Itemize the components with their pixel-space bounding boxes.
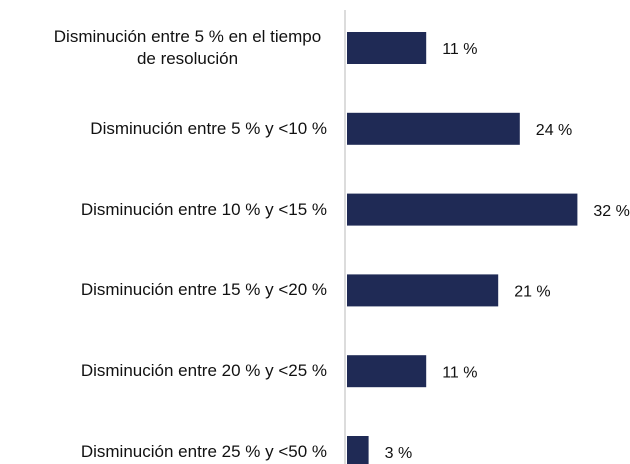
category-label: Disminución entre 10 % y <15 % xyxy=(80,199,327,219)
category-label: Disminución entre 25 % y <50 % xyxy=(80,442,327,461)
bar xyxy=(347,355,427,388)
value-label: 24 % xyxy=(536,122,572,139)
value-label: 3 % xyxy=(385,445,413,462)
value-label: 21 % xyxy=(514,284,550,301)
category-label: Disminución entre 20 % y <25 % xyxy=(80,361,327,381)
bar xyxy=(347,32,427,64)
bar xyxy=(347,193,578,226)
value-label: 32 % xyxy=(593,203,629,220)
bar xyxy=(347,436,369,464)
category-label: Disminución entre 15 % y <20 % xyxy=(80,280,327,300)
value-label: 11 % xyxy=(442,364,477,381)
category-label: Disminución entre 5 % en el tiempo de re… xyxy=(53,27,322,68)
category-label: Disminución entre 5 % y <10 % xyxy=(90,118,327,138)
bar xyxy=(347,112,520,145)
value-label: 11 % xyxy=(442,41,477,58)
bar xyxy=(347,274,499,307)
